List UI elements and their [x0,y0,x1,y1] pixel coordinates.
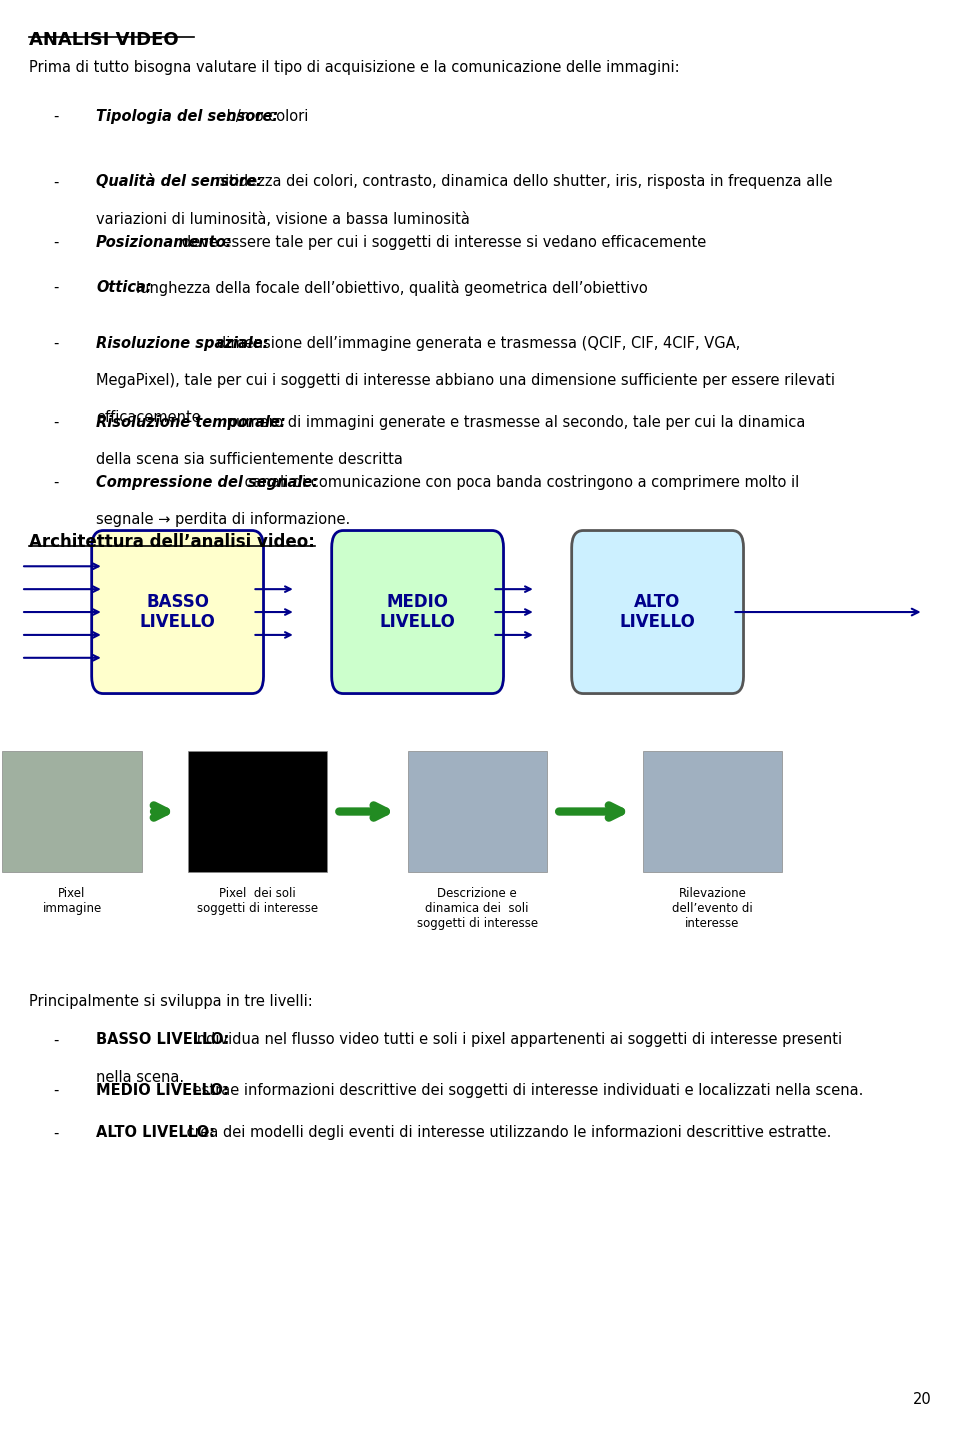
Text: variazioni di luminosità, visione a bassa luminosità: variazioni di luminosità, visione a bass… [96,212,469,226]
Bar [407,751,547,872]
Text: BASSO
LIVELLO: BASSO LIVELLO [139,592,216,632]
Text: deve essere tale per cui i soggetti di interesse si vedano efficacemente: deve essere tale per cui i soggetti di i… [182,235,707,249]
Text: numero di immagini generate e trasmesse al secondo, tale per cui la dinamica: numero di immagini generate e trasmesse … [223,415,805,429]
Text: Pixel
immagine: Pixel immagine [42,887,102,915]
Text: b/n o colori: b/n o colori [223,109,309,123]
FancyBboxPatch shape [572,531,743,694]
FancyBboxPatch shape [92,531,263,694]
Text: Principalmente si sviluppa in tre livelli:: Principalmente si sviluppa in tre livell… [29,994,313,1008]
Text: Descrizione e
dinamica dei  soli
soggetti di interesse: Descrizione e dinamica dei soli soggetti… [417,887,538,930]
Text: Risoluzione spaziale:: Risoluzione spaziale: [96,336,269,350]
Text: efficacemente: efficacemente [96,410,201,425]
Text: ANALISI VIDEO: ANALISI VIDEO [29,31,179,50]
Text: -: - [53,235,59,249]
Text: Qualità del sensore:: Qualità del sensore: [96,174,262,189]
Text: Rilevazione
dell’evento di
interesse: Rilevazione dell’evento di interesse [672,887,753,930]
Text: canali di comunicazione con poca banda costringono a comprimere molto il: canali di comunicazione con poca banda c… [240,475,799,489]
Text: Pixel  dei soli
soggetti di interesse: Pixel dei soli soggetti di interesse [197,887,318,915]
Text: Posizionamento:: Posizionamento: [96,235,232,249]
Text: Risoluzione temporale:: Risoluzione temporale: [96,415,286,429]
Text: -: - [53,415,59,429]
Bar [188,751,326,872]
Text: BASSO LIVELLO:: BASSO LIVELLO: [96,1032,229,1047]
FancyBboxPatch shape [331,531,503,694]
Text: crea dei modelli degli eventi di interesse utilizzando le informazioni descritti: crea dei modelli degli eventi di interes… [181,1125,831,1140]
Text: individua nel flusso video tutti e soli i pixel appartenenti ai soggetti di inte: individua nel flusso video tutti e soli … [188,1032,842,1047]
Text: nitidezza dei colori, contrasto, dinamica dello shutter, iris, risposta in frequ: nitidezza dei colori, contrasto, dinamic… [211,174,832,189]
Text: MEDIO LIVELLO:: MEDIO LIVELLO: [96,1083,228,1097]
Text: -: - [53,174,59,189]
Text: -: - [53,1032,59,1047]
Text: -: - [53,475,59,489]
Bar [643,751,782,872]
Text: -: - [53,109,59,123]
Text: ALTO
LIVELLO: ALTO LIVELLO [619,592,696,632]
Text: lunghezza della focale dell’obiettivo, qualità geometrica dell’obiettivo: lunghezza della focale dell’obiettivo, q… [136,280,648,296]
Text: Compressione del segnale:: Compressione del segnale: [96,475,318,489]
Text: ALTO LIVELLO:: ALTO LIVELLO: [96,1125,215,1140]
Text: -: - [53,280,59,295]
Text: Tipologia del sensore:: Tipologia del sensore: [96,109,278,123]
Text: -: - [53,336,59,350]
Text: Prima di tutto bisogna valutare il tipo di acquisizione e la comunicazione delle: Prima di tutto bisogna valutare il tipo … [29,60,680,74]
Text: 20: 20 [912,1393,931,1407]
Text: -: - [53,1083,59,1097]
Text: segnale → perdita di informazione.: segnale → perdita di informazione. [96,512,350,526]
Text: Architettura dell’analisi video:: Architettura dell’analisi video: [29,533,315,552]
Text: dimensione dell’immagine generata e trasmessa (QCIF, CIF, 4CIF, VGA,: dimensione dell’immagine generata e tras… [217,336,740,350]
Bar [3,751,142,872]
Text: nella scena.: nella scena. [96,1070,184,1084]
Text: -: - [53,1125,59,1140]
Text: MegaPixel), tale per cui i soggetti di interesse abbiano una dimensione sufficie: MegaPixel), tale per cui i soggetti di i… [96,373,835,388]
Text: della scena sia sufficientemente descritta: della scena sia sufficientemente descrit… [96,452,403,466]
Text: estrae informazioni descrittive dei soggetti di interesse individuati e localizz: estrae informazioni descrittive dei sogg… [188,1083,864,1097]
Text: MEDIO
LIVELLO: MEDIO LIVELLO [379,592,456,632]
Text: Ottica:: Ottica: [96,280,152,295]
